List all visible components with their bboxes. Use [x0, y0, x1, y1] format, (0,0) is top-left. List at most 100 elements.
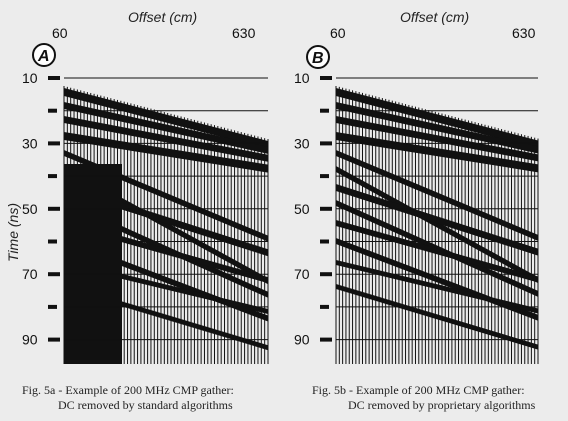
trace-mute	[486, 66, 491, 126]
trace-mute	[420, 66, 425, 109]
trace-mute	[459, 66, 464, 119]
trace-mute	[235, 66, 240, 132]
minor-tick	[320, 239, 329, 244]
reflector-band	[64, 116, 268, 162]
trace-mute	[85, 66, 90, 93]
time-tick-label: 50	[22, 201, 38, 217]
trace-mute	[212, 66, 217, 126]
trace-mute	[423, 66, 428, 110]
trace-mute	[386, 66, 391, 100]
trace-mute	[456, 66, 461, 118]
trace-mute	[155, 66, 160, 111]
panel-letter: B	[312, 50, 324, 67]
trace-mute	[380, 66, 385, 99]
trace-mute	[363, 66, 368, 94]
trace-mute	[367, 66, 372, 95]
trace-mute	[215, 66, 220, 126]
trace-mute	[473, 66, 478, 123]
trace-mute	[393, 66, 398, 102]
time-tick-label: 50	[294, 201, 310, 217]
reflector-band	[336, 150, 538, 241]
trace-mute	[132, 66, 137, 105]
trace-mute	[88, 66, 93, 93]
seismic-traces	[62, 66, 270, 364]
trace-mute	[529, 66, 534, 137]
trace-mute	[205, 66, 210, 124]
trace-mute	[65, 66, 70, 87]
offset-start-label: 60	[52, 25, 68, 41]
major-tick	[320, 76, 332, 80]
minor-tick	[48, 304, 57, 309]
major-tick	[48, 141, 60, 146]
trace-mute	[112, 66, 117, 100]
trace-mute	[122, 66, 127, 102]
trace-mute	[68, 66, 73, 88]
cmp-gather-panel-b: Offset (cm) 60 630 B 10 30 50 70 90	[294, 9, 540, 364]
panel-letter-badge	[306, 45, 330, 69]
time-tick-label: 70	[294, 266, 310, 282]
trace-mute	[125, 66, 130, 103]
trace-mute	[340, 66, 345, 88]
trace-mute	[519, 66, 524, 135]
trace-mute	[175, 66, 180, 116]
trace-mute	[102, 66, 107, 97]
trace-mute	[199, 66, 204, 122]
major-tick	[320, 206, 332, 211]
trace-mute	[95, 66, 100, 95]
trace-mute	[252, 66, 257, 136]
trace-mute	[526, 66, 531, 136]
panel-letter-badge	[32, 43, 56, 67]
minor-tick	[320, 304, 329, 309]
trace-mute	[192, 66, 197, 120]
trace-mute	[148, 66, 153, 109]
trace-mute	[532, 66, 537, 138]
trace-mute	[259, 66, 264, 138]
trace-mute	[142, 66, 147, 107]
trace-mute	[108, 66, 113, 99]
trace-mute	[449, 66, 454, 117]
reflector-band	[336, 116, 538, 162]
trace-mute	[496, 66, 501, 129]
trace-mute	[506, 66, 511, 131]
reflector-band	[336, 260, 538, 314]
time-tick-label: 70	[22, 266, 38, 282]
minor-tick	[48, 239, 57, 244]
time-tick-label: 30	[294, 135, 310, 151]
reflector-band	[336, 220, 538, 283]
cmp-gather-panel-a: Offset (cm) 60 630 A 10 30 50 70 90 Time (ns…	[5, 9, 270, 364]
trace-mute	[242, 66, 247, 133]
figure-canvas: Offset (cm) 60 630 A 10 30 50 70 90 Time (ns…	[5, 9, 540, 364]
trace-mute	[169, 66, 174, 114]
trace-mute	[466, 66, 471, 121]
panel-letter: A	[37, 48, 50, 65]
reflector-band	[336, 166, 538, 284]
trace-mute	[225, 66, 230, 129]
trace-mute	[189, 66, 194, 120]
trace-mute	[413, 66, 418, 107]
trace-mute	[138, 66, 143, 106]
trace-mute	[383, 66, 388, 99]
trace-mute	[262, 66, 267, 139]
offset-axis-title: Offset (cm)	[400, 9, 469, 25]
major-tick	[320, 337, 332, 342]
trace-mute	[239, 66, 244, 133]
trace-mute	[343, 66, 348, 89]
caption-line-2: DC removed by standard algorithms	[58, 398, 233, 412]
trace-mute	[360, 66, 365, 93]
trace-mute	[115, 66, 120, 100]
major-tick	[320, 272, 332, 277]
trace-mute	[439, 66, 444, 114]
trace-mute	[522, 66, 527, 136]
reflector-band	[336, 88, 538, 149]
trace-mute	[98, 66, 103, 96]
trace-mute	[245, 66, 250, 134]
major-tick	[48, 272, 60, 277]
trace-mute	[469, 66, 474, 122]
trace-mute	[443, 66, 448, 115]
trace-mute	[479, 66, 484, 124]
trace-mute	[118, 66, 123, 101]
time-tick-label: 90	[22, 332, 38, 348]
trace-mute	[430, 66, 435, 111]
trace-mute	[334, 66, 338, 86]
trace-mute	[446, 66, 451, 116]
